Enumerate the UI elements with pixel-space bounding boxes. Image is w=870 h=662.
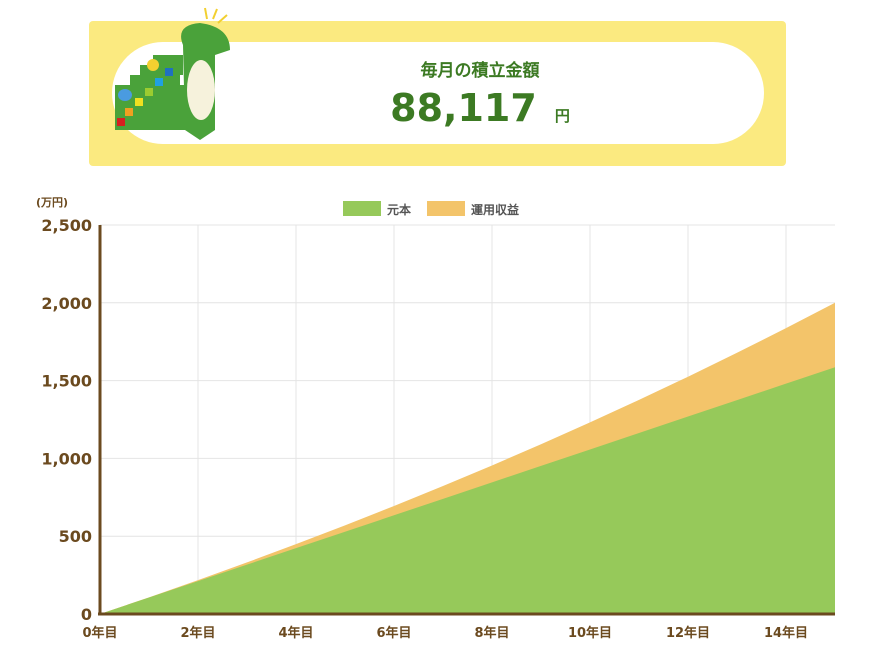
legend-label: 運用収益 (471, 202, 519, 217)
x-tick-label: 12年目 (666, 625, 710, 641)
x-tick-label: 6年目 (376, 625, 411, 641)
area-元本 (100, 367, 835, 614)
y-tick-label: 1,500 (41, 372, 92, 391)
x-tick-label: 10年目 (568, 625, 612, 641)
legend-label: 元本 (387, 202, 411, 217)
legend-swatch (343, 201, 381, 216)
legend-swatch (427, 201, 465, 216)
y-tick-label: 2,000 (41, 294, 92, 313)
x-tick-label: 14年目 (764, 625, 808, 641)
crocodile-mascot-icon (115, 7, 230, 140)
amount-unit: 円 (554, 107, 570, 125)
y-tick-label: 0 (81, 605, 92, 624)
monthly-amount-panel (112, 42, 764, 144)
monthly-amount-title: 毎月の積立金額 (420, 61, 540, 81)
x-tick-label: 4年目 (278, 625, 313, 641)
x-tick-label: 2年目 (180, 625, 215, 641)
y-tick-label: 500 (59, 527, 92, 546)
y-tick-label: 2,500 (41, 216, 92, 235)
x-tick-label: 8年目 (474, 625, 509, 641)
y-tick-label: 1,000 (41, 449, 92, 468)
x-tick-label: 0年目 (82, 625, 117, 641)
amount-number: 88,117 (390, 86, 537, 130)
y-unit-label: (万円) (36, 196, 68, 209)
monthly-amount-value: 88,117 円 (340, 86, 620, 130)
